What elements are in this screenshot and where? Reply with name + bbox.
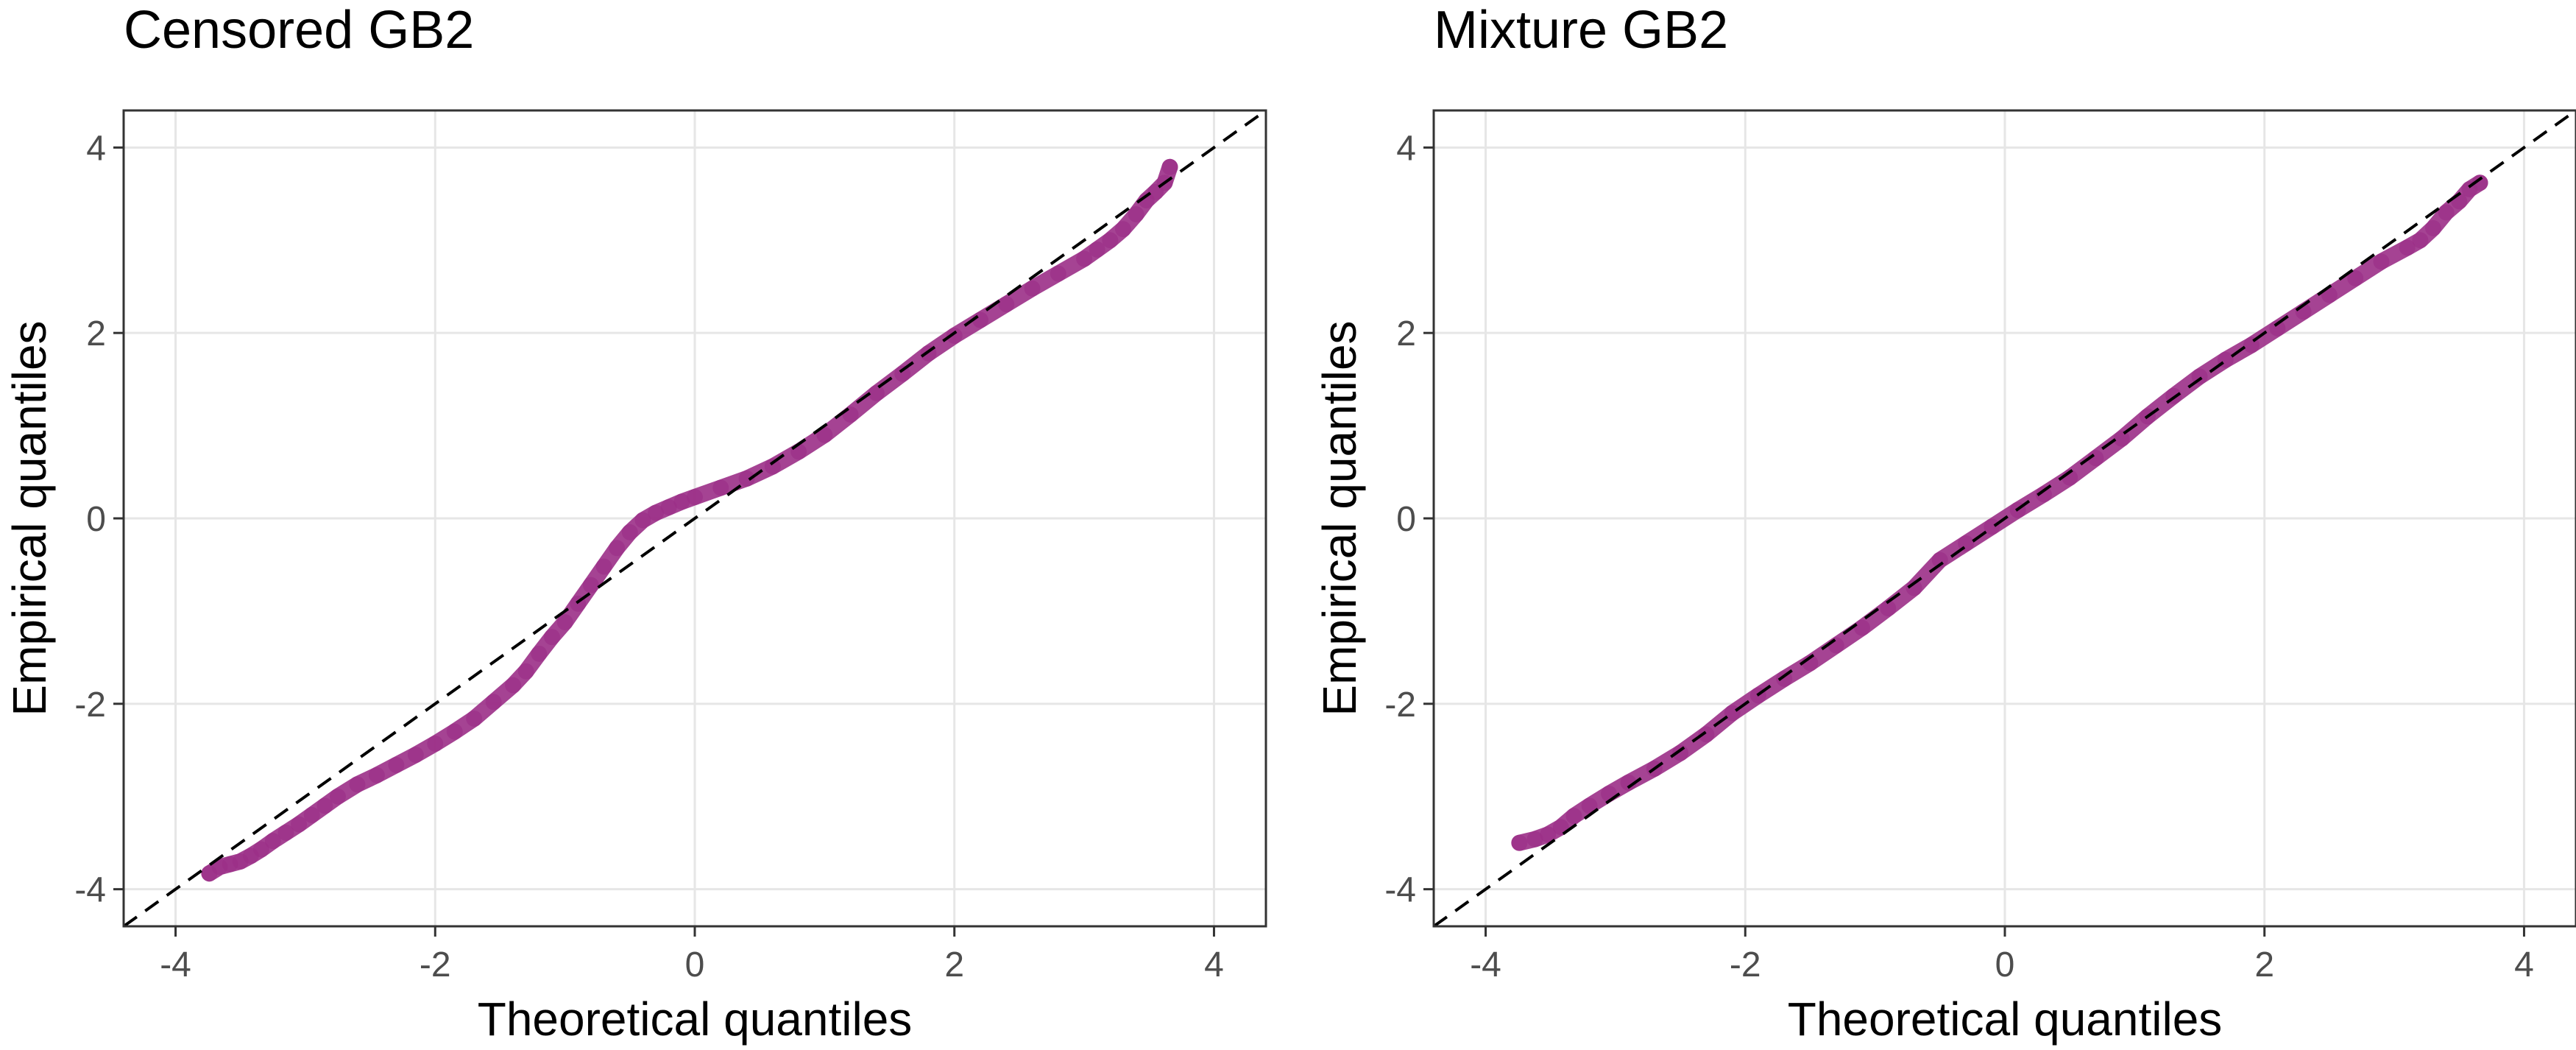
qq-plot-censored: -4 -2 0 2 4 -4 -2 0 2 4 Theoretical quantiles Empir…: [3, 109, 1267, 1046]
y-tick-label: -2: [1384, 686, 1416, 725]
y-tick-label: 0: [1396, 500, 1416, 539]
y-tick-label: 4: [86, 129, 106, 168]
x-tick-label: 2: [2254, 945, 2274, 984]
x-tick-label: -2: [1730, 945, 1761, 984]
x-axis-label: Theoretical quantiles: [1788, 993, 2223, 1046]
reference-line: [1432, 109, 2576, 928]
x-tick-label: -4: [160, 945, 191, 984]
panel-title-mixture: Mixture GB2: [1434, 1, 1729, 60]
y-tick-label: 4: [1396, 129, 1416, 168]
reference-line: [122, 109, 1267, 928]
y-tick-label: -4: [74, 871, 106, 910]
x-tick-label: 2: [944, 945, 964, 984]
y-tick-label: 0: [86, 500, 106, 539]
qq-plot-mixture: -4 -2 0 2 4 -4 -2 0 2 4 Theoretical quantiles Empir…: [1313, 109, 2576, 1046]
data-points: [201, 158, 1178, 882]
x-tick-label: 0: [1995, 945, 2015, 984]
y-tick-label: -2: [74, 686, 106, 725]
y-axis-label: Empirical quantiles: [1313, 320, 1366, 716]
y-tick-label: -4: [1384, 871, 1416, 910]
x-tick-label: -4: [1470, 945, 1501, 984]
y-tick-label: 2: [86, 314, 106, 353]
x-axis-label: Theoretical quantiles: [478, 993, 913, 1046]
x-tick-label: 4: [1204, 945, 1224, 984]
x-tick-label: 4: [2514, 945, 2534, 984]
y-axis-label: Empirical quantiles: [3, 320, 56, 716]
x-tick-label: -2: [420, 945, 451, 984]
x-tick-label: 0: [685, 945, 705, 984]
panel-title-censored: Censored GB2: [124, 1, 475, 60]
y-tick-label: 2: [1396, 314, 1416, 353]
qq-point-band: [201, 158, 1178, 882]
